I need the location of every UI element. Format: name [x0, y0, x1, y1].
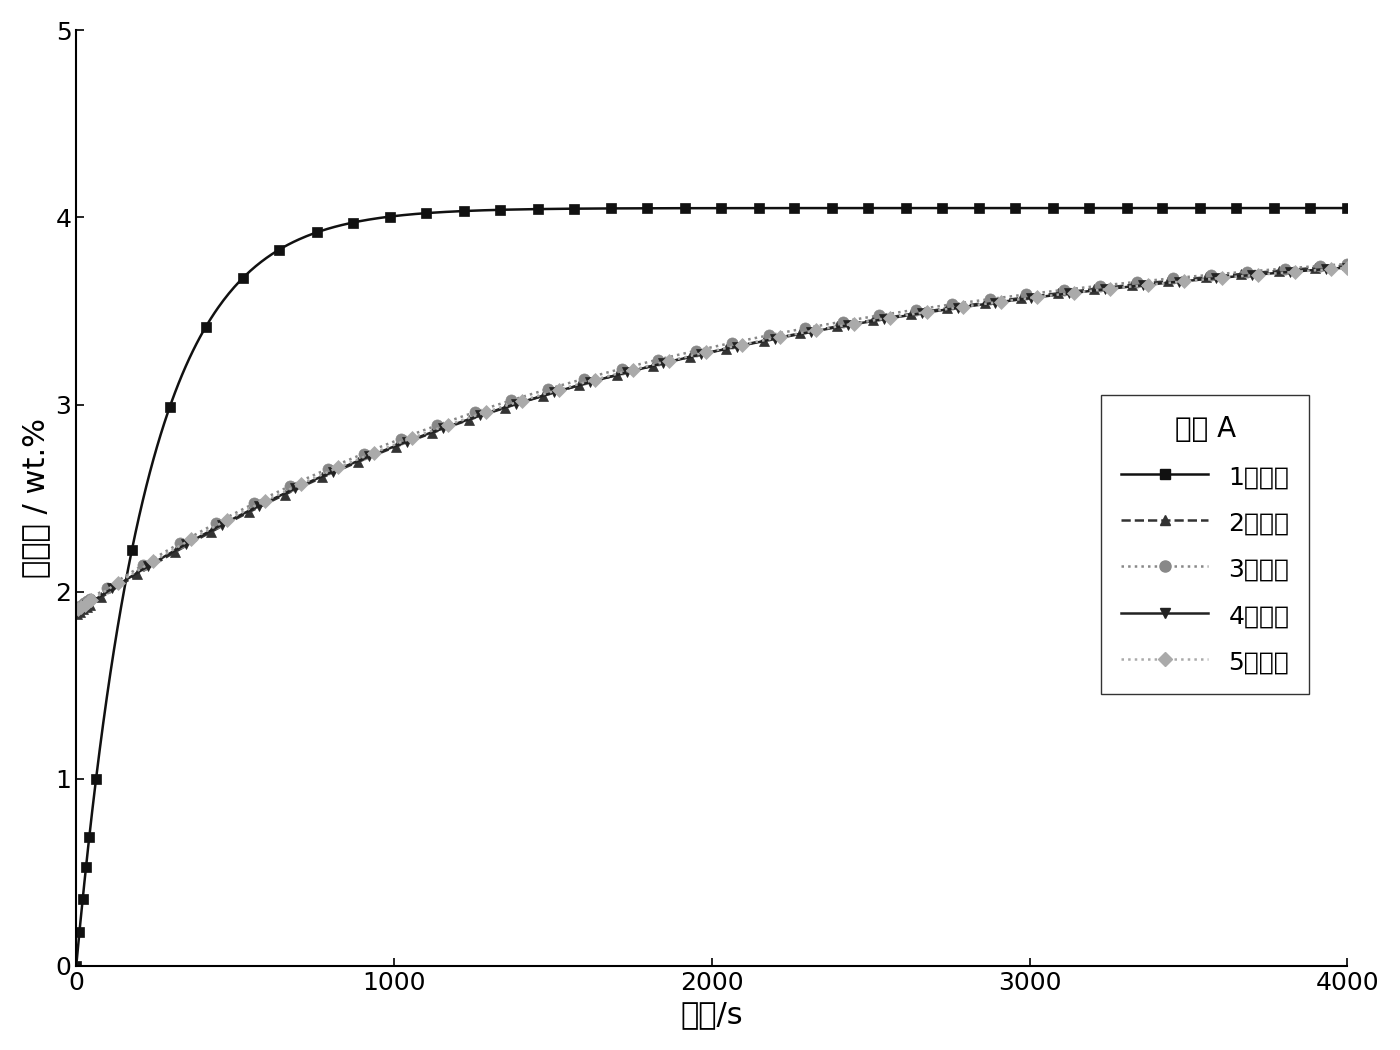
X-axis label: 时间/s: 时间/s: [680, 1001, 743, 1029]
Y-axis label: 吸氢量 / wt.%: 吸氢量 / wt.%: [21, 418, 50, 579]
Legend: 1次活化, 2次活化, 3次活化, 4次活化, 5次活化: 1次活化, 2次活化, 3次活化, 4次活化, 5次活化: [1100, 395, 1309, 694]
